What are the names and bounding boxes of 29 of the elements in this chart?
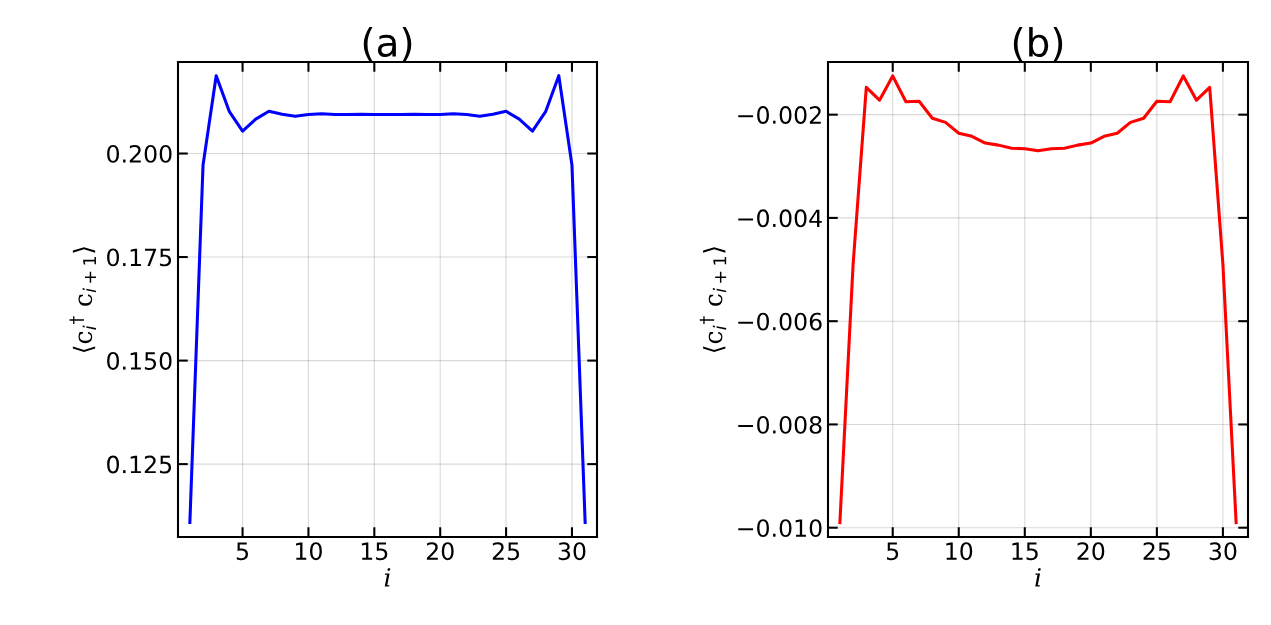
x-tick-label: 30: [1209, 542, 1237, 561]
chart-title: (a): [363, 26, 412, 62]
x-tick-label: 5: [236, 542, 249, 561]
x-tick-label: 10: [946, 542, 973, 561]
x-tick-label: 15: [361, 542, 388, 561]
x-tick-label: 30: [558, 542, 586, 561]
chart-title: (b): [1013, 26, 1063, 62]
x-tick-label: 15: [1012, 542, 1038, 561]
y-tick-label: 0.125: [107, 455, 172, 474]
x-axis-title: i: [1035, 568, 1041, 587]
x-tick-label: 20: [1077, 542, 1105, 561]
x-tick-label: 5: [887, 542, 899, 561]
x-tick-label: 20: [426, 542, 454, 561]
y-tick-label: −0.010: [738, 519, 822, 538]
y-tick-label: −0.006: [738, 312, 822, 331]
y-axis-title: ⟨c$_{i}$$^{†}$ c$_{i+1}$⟩: [699, 247, 727, 353]
y-tick-label: −0.002: [738, 106, 821, 124]
y-tick-label: −0.008: [738, 415, 822, 434]
y-tick-label: 0.150: [107, 352, 172, 370]
x-tick-label: 10: [296, 542, 322, 561]
y-axis-title: ⟨c$_{i}$$^{†}$ c$_{i+1}$⟩: [69, 247, 96, 353]
y-tick-label: 0.200: [107, 144, 172, 163]
line-series: [838, 74, 1238, 525]
y-tick-label: −0.004: [738, 209, 822, 228]
y-tick-label: 0.175: [107, 248, 172, 267]
line-series: [188, 74, 587, 525]
x-tick-label: 25: [492, 542, 520, 561]
x-axis-title: i: [384, 568, 391, 587]
x-tick-label: 25: [1143, 542, 1170, 561]
